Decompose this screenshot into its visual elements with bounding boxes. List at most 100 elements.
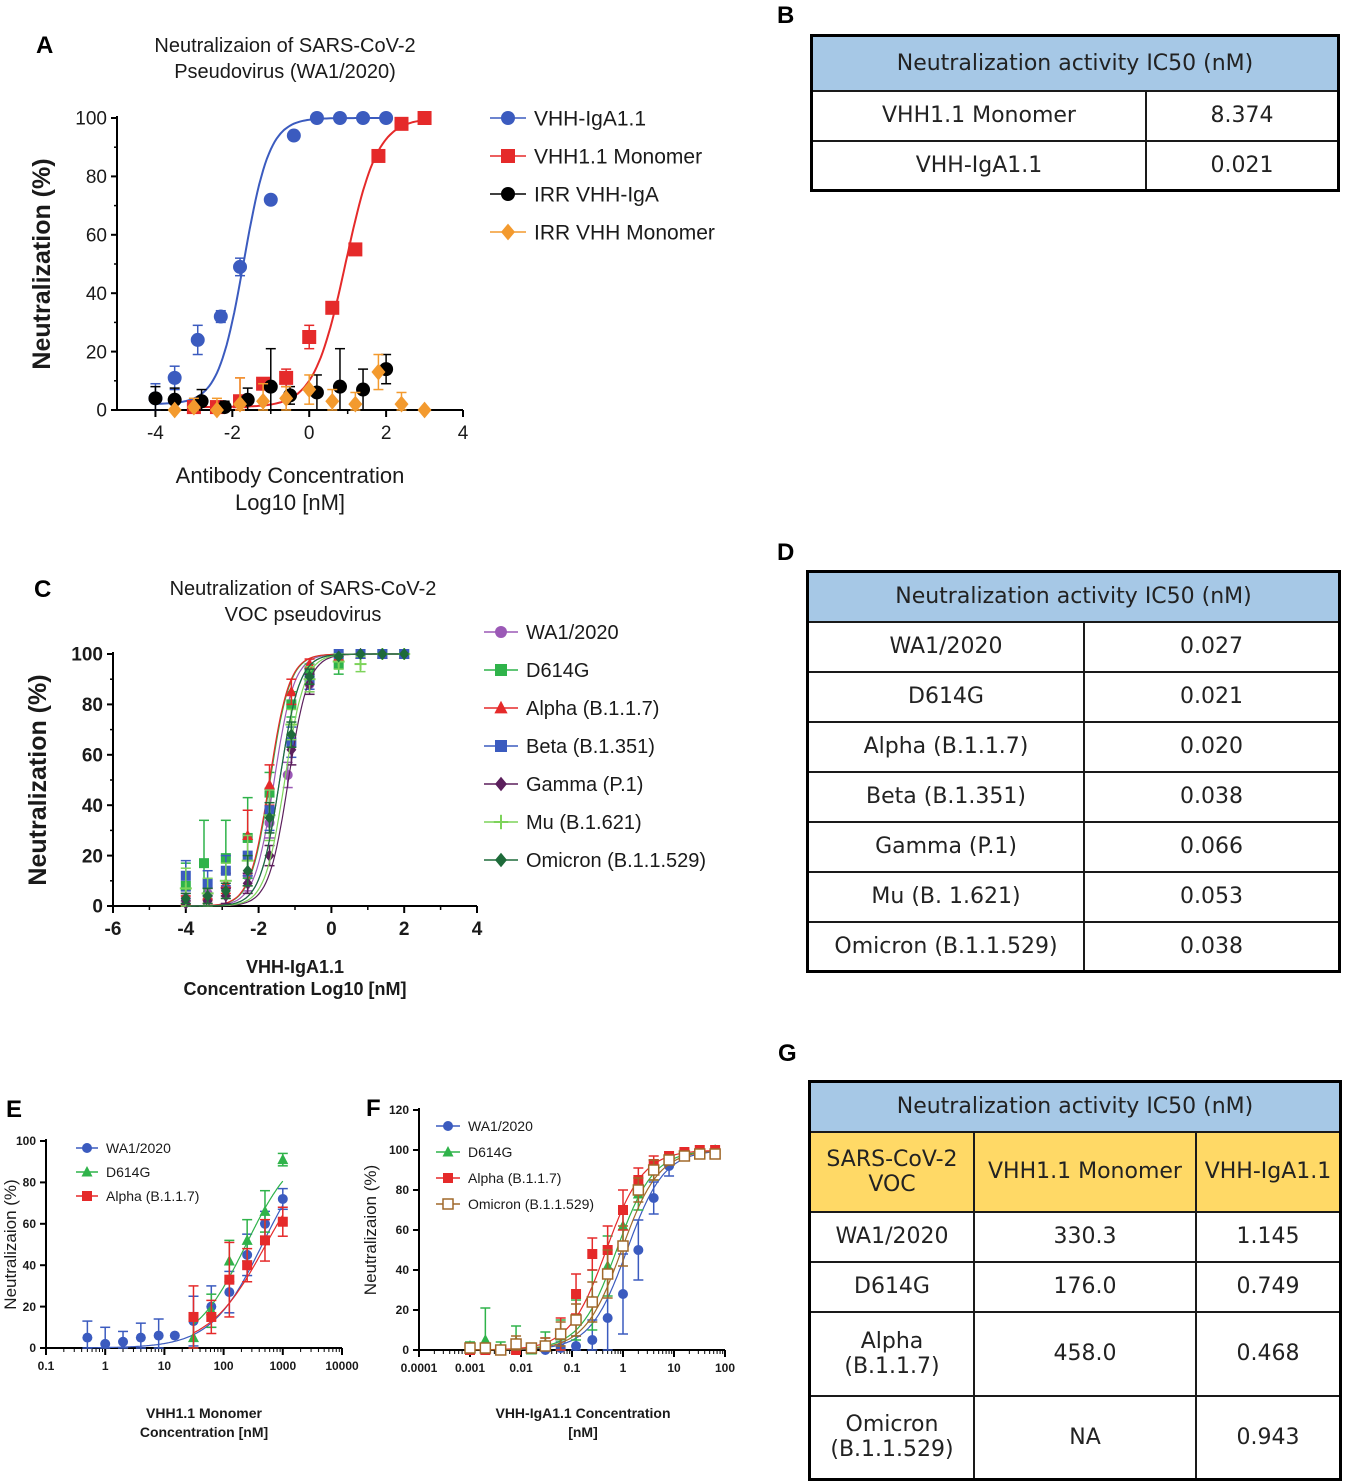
data-point [479,1342,492,1354]
x-axis-label: Antibody Concentration [176,463,405,488]
data-point [464,1342,476,1354]
y-tick-label: 20 [82,846,103,867]
legend-item: D614G [436,1144,512,1160]
series-d614g [187,1152,289,1349]
data-point [309,111,324,125]
data-point [618,1289,628,1299]
data-point [554,1328,567,1340]
data-point [332,379,347,394]
data-point [82,1332,93,1343]
fit-curve [87,1204,284,1349]
data-point [167,401,182,419]
y-tick-label: 100 [71,645,103,666]
chart-title: Pseudovirus (WA1/2020) [174,61,396,83]
data-point [199,858,209,869]
legend-marker [501,149,515,163]
x-tick-label: 1000 [269,1359,296,1373]
legend-marker [442,1198,454,1210]
series-wa1-2020 [180,649,410,907]
y-tick-label: 100 [16,1134,36,1148]
data-point [188,1311,199,1322]
y-axis-label: Neutralizaion (%) [361,1165,380,1295]
legend-label: Alpha (B.1.1.7) [106,1188,199,1204]
chart-a: VHH-IgA1.1 VHH1.1 Monomer IRR VHH-IgA IRR V… [111,108,715,419]
data-point [356,111,371,125]
legend-item: IRR VHH-IgA [490,184,659,207]
x-tick-label: -2 [250,919,267,940]
x-tick-label: 100 [214,1359,234,1373]
data-point [348,395,363,413]
data-point [663,1154,675,1166]
data-point [371,363,386,381]
data-point [286,728,297,741]
data-point [617,1240,629,1252]
data-point [153,1330,164,1341]
legend-item: IRR VHH Monomer [490,222,715,245]
data-point [633,1245,644,1255]
table-cell: Omicron (B.1.1.529) [806,920,1085,973]
y-tick-label: 80 [396,1183,410,1197]
data-point [263,379,278,394]
x-axis-label: [nM] [568,1424,598,1440]
legend-item: WA1/2020 [76,1140,171,1156]
series-omicron-b-1-1-529- [464,1148,721,1356]
data-point [394,395,409,413]
data-point [379,111,394,125]
x-axis-label: Concentration Log10 [nM] [184,979,407,999]
ic50-table-b: Neutralization activity IC50 (nM) VHH1.1… [810,34,1340,192]
x-tick-label: 0.1 [564,1361,581,1375]
panel-label-e: E [6,1096,23,1123]
table-cell: 0.038 [1083,770,1341,823]
y-tick-label: 20 [86,342,107,363]
data-point [417,401,432,419]
table-cell: WA1/2020 [806,620,1085,673]
table-cell: 0.468 [1195,1310,1342,1397]
series-mu-b-1-621- [179,648,411,907]
y-tick-label: 80 [82,695,103,716]
chart-e: WA1/2020 D614G Alpha (B.1.1.7) [40,1139,343,1355]
fit-curve [193,1180,284,1325]
x-tick-label: 0.001 [455,1361,485,1375]
y-axis-label: Neutralization (%) [28,158,56,369]
legend-marker [82,1191,92,1201]
panel-label-g: G [778,1040,797,1067]
table-cell: 0.943 [1195,1394,1342,1481]
y-tick-label: 40 [86,284,107,305]
legend-item: Alpha (B.1.1.7) [436,1170,561,1186]
series-beta-b-1-351- [180,649,410,907]
legend-marker [443,1121,453,1131]
y-tick-label: 40 [23,1258,37,1272]
legend-marker [495,776,507,792]
y-tick-label: 20 [396,1303,410,1317]
data-point [648,1193,659,1203]
legend-label: WA1/2020 [468,1118,533,1134]
table-cell: Alpha (B.1.1.7) [808,1310,975,1397]
legend-label: Omicron (B.1.1.529) [468,1196,594,1212]
panel-label-f: F [366,1095,381,1122]
table-subheader: SARS-CoV-2 VOC [808,1130,975,1213]
data-point [570,1314,582,1326]
data-point [377,648,388,660]
y-tick-label: 40 [82,796,103,817]
x-axis-label: Concentration [nM] [140,1424,268,1440]
y-tick-label: 80 [23,1176,37,1190]
x-tick-label: 100 [715,1361,735,1375]
data-point [618,1205,628,1215]
table-cell: Gamma (P.1) [806,820,1085,873]
table-cell: VHH1.1 Monomer [810,89,1147,142]
chart-title: Neutralization of SARS-CoV-2 [170,578,437,600]
legend-marker [495,626,507,638]
x-tick-label: 0 [304,423,315,444]
legend-item: D614G [76,1164,150,1180]
data-point [325,392,340,410]
legend-item: Gamma (P.1) [484,774,643,796]
y-axis-label: Neutralizaion (%) [1,1179,20,1309]
y-tick-label: 0 [92,897,103,918]
data-point [220,884,231,897]
table-header: Neutralization activity IC50 (nM) [808,1080,1342,1133]
data-point [632,1184,645,1196]
data-point [169,1330,180,1341]
y-axis-label: Neutralization (%) [24,674,52,885]
series-alpha-b-1-1-7- [180,648,410,907]
legend-marker [501,187,515,201]
